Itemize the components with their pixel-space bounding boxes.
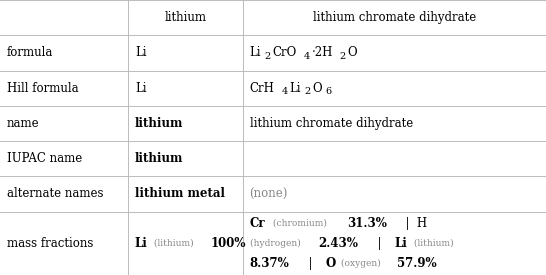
Text: |: |: [301, 257, 320, 270]
Text: Li: Li: [135, 46, 146, 59]
Text: mass fractions: mass fractions: [7, 237, 93, 250]
Text: O: O: [313, 82, 322, 95]
Text: 8.37%: 8.37%: [250, 257, 289, 270]
Text: 2.43%: 2.43%: [319, 237, 359, 250]
Text: 4: 4: [304, 52, 310, 61]
Text: lithium chromate dihydrate: lithium chromate dihydrate: [250, 117, 413, 130]
Text: Li: Li: [290, 82, 301, 95]
Text: lithium chromate dihydrate: lithium chromate dihydrate: [313, 11, 476, 24]
Text: (chromium): (chromium): [270, 219, 329, 227]
Text: 100%: 100%: [210, 237, 246, 250]
Text: 57.9%: 57.9%: [397, 257, 437, 270]
Text: O: O: [347, 46, 357, 59]
Text: (oxygen): (oxygen): [339, 259, 384, 268]
Text: Li: Li: [250, 46, 261, 59]
Text: IUPAC name: IUPAC name: [7, 152, 82, 165]
Text: |  H: | H: [398, 216, 428, 230]
Text: Li: Li: [135, 237, 148, 250]
Text: lithium: lithium: [135, 117, 183, 130]
Text: alternate names: alternate names: [7, 188, 103, 200]
Text: lithium metal: lithium metal: [135, 188, 225, 200]
Text: lithium: lithium: [135, 152, 183, 165]
Text: ·2H: ·2H: [312, 46, 333, 59]
Text: lithium: lithium: [165, 11, 206, 24]
Text: 2: 2: [264, 52, 271, 61]
Text: 4: 4: [282, 87, 288, 96]
Text: |: |: [370, 237, 389, 250]
Text: Li: Li: [395, 237, 407, 250]
Text: 2: 2: [305, 87, 311, 96]
Text: Hill formula: Hill formula: [7, 82, 78, 95]
Text: O: O: [325, 257, 335, 270]
Text: (hydrogen): (hydrogen): [250, 239, 303, 248]
Text: 31.3%: 31.3%: [347, 216, 387, 230]
Text: (lithium): (lithium): [411, 239, 454, 248]
Text: 2: 2: [340, 52, 346, 61]
Text: CrH: CrH: [250, 82, 275, 95]
Text: Li: Li: [135, 82, 146, 95]
Text: formula: formula: [7, 46, 53, 59]
Text: 6: 6: [325, 87, 331, 96]
Text: CrO: CrO: [272, 46, 296, 59]
Text: (lithium): (lithium): [151, 239, 197, 248]
Text: (none): (none): [250, 188, 288, 200]
Text: name: name: [7, 117, 39, 130]
Text: Cr: Cr: [250, 216, 265, 230]
